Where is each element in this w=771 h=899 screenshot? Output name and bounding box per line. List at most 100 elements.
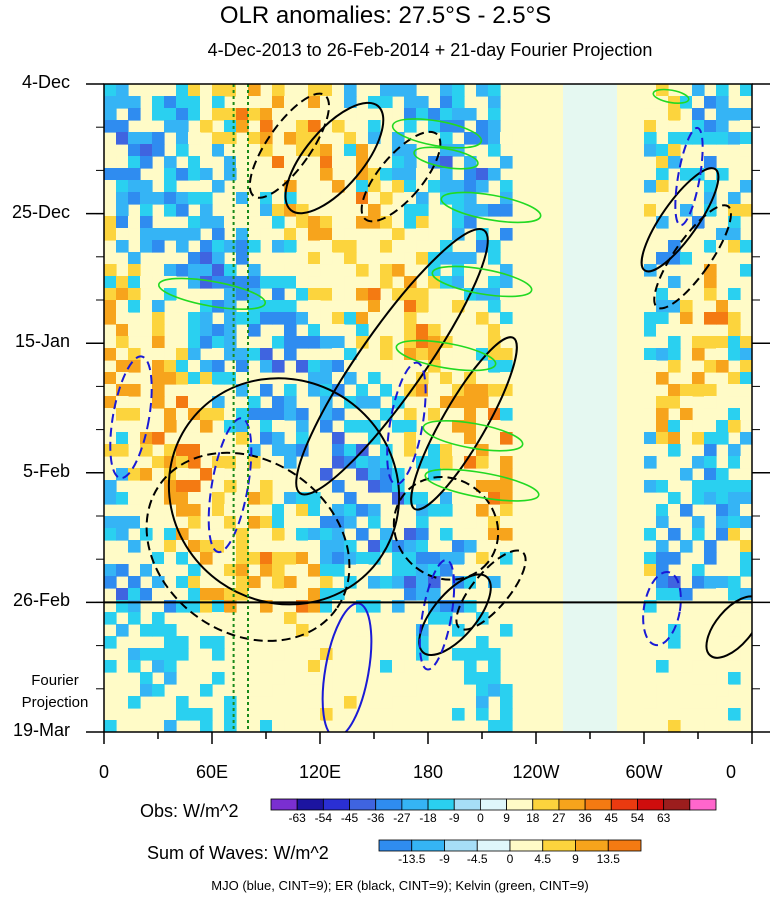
field-cell <box>476 636 489 649</box>
field-cell <box>644 360 657 373</box>
field-cell <box>320 624 333 637</box>
field-cell <box>680 168 693 181</box>
field-cell <box>236 120 249 133</box>
field-cell <box>260 564 273 577</box>
field-cell <box>224 168 237 181</box>
field-cell <box>176 84 189 97</box>
field-cell <box>680 588 693 601</box>
field-cell <box>716 420 729 433</box>
field-cell <box>272 672 285 685</box>
field-cell <box>500 480 513 493</box>
field-cell <box>260 384 273 397</box>
field-cell <box>644 528 657 541</box>
field-cell <box>380 276 393 289</box>
field-cell <box>296 228 309 241</box>
field-cell <box>308 588 321 601</box>
field-cell <box>188 252 201 265</box>
field-cell <box>728 444 741 457</box>
chart-subtitle: 4-Dec-2013 to 26-Feb-2014 + 21-day Fouri… <box>207 40 653 60</box>
field-cell <box>344 216 357 229</box>
field-cell <box>296 552 309 565</box>
field-cell <box>164 204 177 217</box>
field-cell <box>668 276 681 289</box>
field-cell <box>644 180 657 193</box>
field-cell <box>140 564 153 577</box>
field-cell <box>440 492 453 505</box>
field-cell <box>452 648 465 661</box>
field-cell <box>404 300 417 313</box>
field-cell <box>668 420 681 433</box>
field-cell <box>104 180 117 193</box>
field-cell <box>704 384 717 397</box>
field-cell <box>308 720 321 732</box>
field-cell <box>344 372 357 385</box>
field-cell <box>452 192 465 205</box>
field-cell <box>140 180 153 193</box>
field-cell <box>152 372 165 385</box>
field-cell <box>440 348 453 361</box>
field-cell <box>416 528 429 541</box>
field-cell <box>128 324 141 337</box>
field-cell <box>728 672 741 685</box>
field-cell <box>392 384 405 397</box>
field-cell <box>656 564 669 577</box>
field-cell <box>164 264 177 277</box>
field-cell <box>200 108 213 121</box>
field-cell <box>692 348 705 361</box>
field-cell <box>476 528 489 541</box>
field-cell <box>428 612 441 625</box>
field-cell <box>260 492 273 505</box>
field-cell <box>248 408 261 421</box>
field-cell <box>200 180 213 193</box>
field-cell <box>668 636 681 649</box>
field-cell <box>308 264 321 277</box>
field-cell <box>740 120 752 133</box>
field-cell <box>716 132 729 145</box>
field-cell <box>152 384 165 397</box>
field-cell <box>440 96 453 109</box>
field-cell <box>116 444 129 457</box>
field-cell <box>104 264 117 277</box>
field-cell <box>272 264 285 277</box>
field-cell <box>716 360 729 373</box>
field-cell <box>728 240 741 253</box>
field-cell <box>356 312 369 325</box>
x-tick-label: 180 <box>412 762 444 782</box>
field-cell <box>260 192 273 205</box>
field-cell <box>668 360 681 373</box>
field-cell <box>644 480 657 493</box>
field-cell <box>176 108 189 121</box>
field-cell <box>308 192 321 205</box>
field-cell <box>188 564 201 577</box>
field-cell <box>656 432 669 445</box>
field-cell <box>236 240 249 253</box>
field-cell <box>212 216 225 229</box>
field-cell <box>212 396 225 409</box>
field-cell <box>104 192 117 205</box>
field-cell <box>152 516 165 529</box>
field-cell <box>356 360 369 373</box>
field-cell <box>500 180 513 193</box>
field-cell <box>188 156 201 169</box>
field-cell <box>224 696 237 709</box>
field-cell <box>464 192 477 205</box>
field-cell <box>128 288 141 301</box>
field-cell <box>272 408 285 421</box>
field-cell <box>644 576 657 589</box>
field-cell <box>464 396 477 409</box>
field-cell <box>116 408 129 421</box>
field-cell <box>284 408 297 421</box>
field-cell <box>116 588 129 601</box>
field-cell <box>200 720 213 732</box>
field-cell <box>140 216 153 229</box>
er-contour-pos <box>295 227 489 496</box>
field-cell <box>476 696 489 709</box>
field-cell <box>656 588 669 601</box>
field-cell <box>440 180 453 193</box>
field-cell <box>500 156 513 169</box>
field-cell <box>104 612 117 625</box>
field-cell <box>668 324 681 337</box>
field-cell <box>320 552 333 565</box>
field-cell <box>464 432 477 445</box>
field-cell <box>224 84 237 97</box>
